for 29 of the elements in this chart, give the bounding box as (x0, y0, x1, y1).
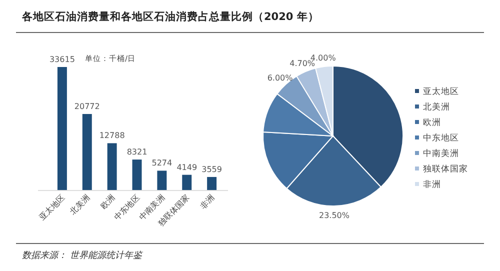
x-tick-label: 欧洲 (98, 193, 116, 211)
bar (82, 114, 92, 190)
data-label: 6.00% (267, 73, 294, 82)
bar (157, 170, 167, 190)
legend-label: 独联体国家 (423, 164, 468, 174)
legend-label: 非洲 (423, 179, 441, 190)
bar (132, 160, 142, 190)
bar (207, 176, 217, 190)
data-label: 3559 (202, 164, 222, 174)
bar (107, 143, 117, 190)
data-label: 33615 (49, 55, 75, 64)
bar (57, 67, 67, 190)
x-tick-label: 北美洲 (68, 193, 92, 216)
legend-label: 中东地区 (423, 132, 459, 144)
data-label: 12788 (99, 131, 125, 140)
legend-label: 中南美洲 (423, 148, 459, 159)
source-note: 数据来源： 世界能源统计年鉴 (22, 250, 144, 261)
data-label: 23.50% (318, 210, 350, 220)
data-label: 4149 (176, 162, 198, 172)
data-label: 8321 (126, 148, 148, 157)
x-tick-label: 亚太地区 (38, 193, 67, 222)
x-tick-label: 非洲 (198, 193, 216, 211)
legend-label: 欧洲 (423, 117, 441, 128)
chart-title: 各地区石油消费量和各地区石油消费占总量比例（2020 年） (21, 10, 319, 23)
data-label: 20772 (74, 102, 100, 111)
data-label: 5274 (152, 158, 172, 168)
bar (182, 174, 192, 190)
legend-label: 亚太地区 (423, 86, 459, 97)
legend-label: 北美洲 (423, 102, 450, 112)
